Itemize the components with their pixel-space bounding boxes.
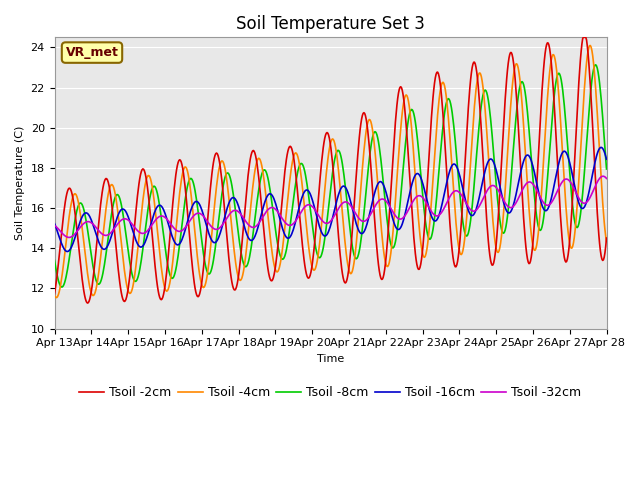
Tsoil -16cm [61, 247, 68, 252]
Line: Tsoil -4cm: Tsoil -4cm [54, 46, 607, 298]
Tsoil -2cm [415, 266, 422, 272]
Tsoil -16cm [597, 144, 605, 150]
Tsoil -2cm [174, 159, 182, 165]
Tsoil -16cm [64, 249, 72, 254]
Tsoil -16cm [415, 171, 422, 177]
Tsoil -4cm [415, 216, 422, 221]
Tsoil -2cm [204, 221, 211, 227]
Tsoil -2cm [603, 235, 611, 241]
Tsoil -4cm [603, 239, 611, 244]
Tsoil -32cm [603, 176, 611, 181]
Tsoil -16cm [603, 156, 611, 162]
Tsoil -32cm [65, 235, 73, 240]
Tsoil -2cm [84, 300, 92, 306]
Tsoil -32cm [118, 217, 126, 223]
Text: VR_met: VR_met [65, 46, 118, 59]
Tsoil -2cm [61, 204, 68, 210]
Tsoil -8cm [603, 166, 611, 172]
Tsoil -32cm [51, 223, 58, 228]
Tsoil -8cm [51, 258, 58, 264]
Tsoil -4cm [118, 248, 126, 253]
Tsoil -8cm [174, 253, 182, 259]
Line: Tsoil -16cm: Tsoil -16cm [54, 147, 607, 252]
Tsoil -8cm [399, 176, 406, 182]
Tsoil -8cm [592, 62, 600, 68]
Tsoil -16cm [204, 226, 211, 231]
Tsoil -4cm [399, 109, 406, 115]
Tsoil -2cm [51, 291, 58, 297]
Tsoil -32cm [174, 228, 182, 234]
Tsoil -16cm [118, 206, 126, 212]
Tsoil -16cm [399, 221, 406, 227]
Tsoil -32cm [61, 233, 68, 239]
Tsoil -4cm [61, 246, 69, 252]
Tsoil -4cm [204, 272, 211, 277]
Tsoil -8cm [415, 146, 422, 152]
Legend: Tsoil -2cm, Tsoil -4cm, Tsoil -8cm, Tsoil -16cm, Tsoil -32cm: Tsoil -2cm, Tsoil -4cm, Tsoil -8cm, Tsoi… [74, 382, 587, 405]
Tsoil -4cm [51, 292, 58, 298]
Y-axis label: Soil Temperature (C): Soil Temperature (C) [15, 126, 25, 240]
Tsoil -32cm [415, 193, 422, 199]
Tsoil -2cm [118, 294, 126, 300]
Tsoil -8cm [118, 206, 126, 212]
Tsoil -8cm [204, 269, 211, 275]
Tsoil -16cm [51, 221, 58, 227]
Tsoil -4cm [174, 204, 182, 210]
Tsoil -8cm [61, 277, 69, 283]
Tsoil -2cm [399, 87, 406, 93]
Tsoil -2cm [580, 35, 588, 40]
Tsoil -32cm [399, 216, 406, 221]
Line: Tsoil -2cm: Tsoil -2cm [54, 37, 607, 303]
Tsoil -4cm [52, 295, 60, 300]
Title: Soil Temperature Set 3: Soil Temperature Set 3 [236, 15, 425, 33]
Tsoil -32cm [204, 218, 211, 224]
Line: Tsoil -8cm: Tsoil -8cm [54, 65, 607, 287]
Tsoil -8cm [58, 284, 66, 290]
Tsoil -32cm [599, 173, 607, 179]
Tsoil -16cm [174, 242, 182, 248]
X-axis label: Time: Time [317, 354, 344, 364]
Tsoil -4cm [586, 43, 594, 48]
Line: Tsoil -32cm: Tsoil -32cm [54, 176, 607, 238]
